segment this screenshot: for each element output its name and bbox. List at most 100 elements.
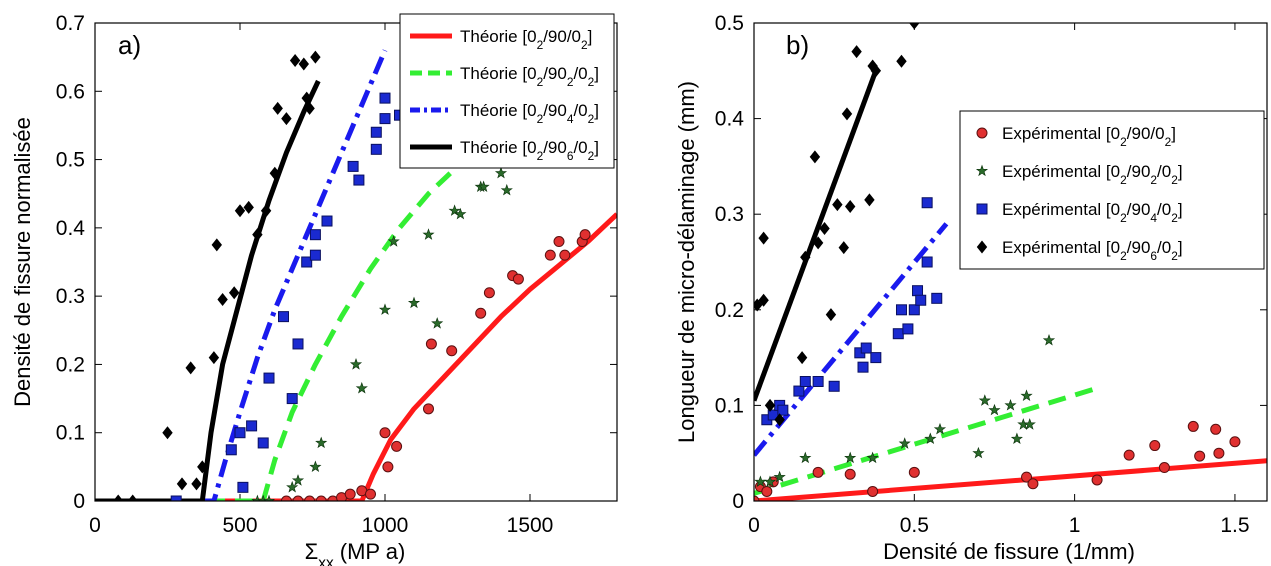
scatter-point-diamond <box>819 222 830 236</box>
scatter-point-diamond <box>208 351 220 365</box>
panel-a: 0 500 1000 1500 0 0.1 0.2 0.3 0.4 0.5 0.6 0.7 a) Σxx … <box>10 12 618 566</box>
scatter-point-diamond <box>289 54 301 68</box>
scatter-point-square <box>857 361 869 373</box>
legend: Expérimental [02/90/02]Expérimental [02/… <box>959 110 1265 270</box>
scatter-point-circle <box>425 338 437 350</box>
scatter-point-star <box>431 317 444 329</box>
legend-marker <box>976 203 988 215</box>
subscript-text: 2 <box>1120 211 1127 225</box>
scatter-point-square <box>379 92 391 104</box>
y-tick-label: 0.2 <box>56 353 85 376</box>
x-tick-label: 500 <box>222 514 257 537</box>
y-tick-label: 0 <box>73 490 85 513</box>
scatter-point-square <box>870 352 882 364</box>
scatter-point-diamond <box>310 50 321 64</box>
scatter-point-circle <box>292 495 304 501</box>
scatter-point-square <box>379 113 391 125</box>
x-axis-label: Σxx (MP a) <box>305 539 406 566</box>
scatter-point-diamond <box>774 413 785 427</box>
subscript-text: 4 <box>1150 211 1157 225</box>
y-tick-label: 0.4 <box>715 108 745 131</box>
scatter-point-diamond <box>191 477 202 491</box>
scatter-point-star <box>309 460 322 473</box>
subscript-text: 2 <box>581 38 588 52</box>
subscript-text: 2 <box>1120 173 1127 187</box>
scatter-point-circle <box>867 485 879 497</box>
scatter-point-star <box>286 480 299 493</box>
scatter-point-star <box>291 474 305 486</box>
text-run: Expérimental [ <box>1002 200 1111 219</box>
subscript-text: 2 <box>1120 249 1127 263</box>
series-line-1 <box>95 164 460 501</box>
text-run: Théorie [ <box>460 138 527 157</box>
scatter-point-star <box>988 403 1001 416</box>
text-run: 0 <box>527 138 536 157</box>
subscript-text: 2 <box>588 75 595 89</box>
scatter-point-diamond <box>298 57 309 71</box>
scatter-point-square <box>301 256 313 268</box>
text-run: Théorie [ <box>460 101 527 120</box>
subscript-text: 6 <box>567 149 574 163</box>
text-run: /0 <box>1150 124 1164 143</box>
scatter-point-circle <box>382 461 394 473</box>
text-run: ] <box>588 27 593 46</box>
scatter-point-diamond <box>832 198 843 212</box>
scatter-point-circle <box>365 488 376 500</box>
subscript-text: 2 <box>1150 173 1157 187</box>
panel-b: 0 0.5 1 1.5 0 0.1 0.2 0.3 0.4 0.5 b) Densité de fis… <box>674 12 1268 564</box>
y-tick-label: 0.4 <box>56 217 86 240</box>
text-run: 0 <box>527 64 536 83</box>
scatter-point-square <box>860 342 872 354</box>
text-run: ] <box>1178 238 1183 257</box>
scatter-point-square <box>321 215 333 227</box>
scatter-point-star <box>972 446 985 459</box>
text-run: /90 <box>543 101 567 120</box>
scatter-point-square <box>246 420 258 432</box>
text-run: ] <box>594 138 599 157</box>
text-run: (MP a) <box>334 539 406 564</box>
text-run: /0 <box>1157 238 1171 257</box>
text-run: ] <box>594 101 599 120</box>
scatter-point-square <box>915 294 927 306</box>
plot-content <box>754 23 1267 501</box>
subscript-text: 6 <box>1150 249 1157 263</box>
y-tick-label: 0.6 <box>56 80 85 103</box>
scatter-point-diamond <box>864 193 875 207</box>
scatter-point-square <box>234 427 246 439</box>
plot-frame <box>94 22 618 502</box>
text-run: ] <box>594 64 599 83</box>
scatter-point-diamond <box>800 250 811 264</box>
subscript-text: 2 <box>588 112 595 126</box>
scatter-point-star <box>773 470 786 483</box>
y-tick-label: 0 <box>732 490 744 513</box>
scatter-point-diamond <box>260 204 272 218</box>
scatter-point-diamond <box>301 91 312 105</box>
text-run: 0 <box>1111 238 1120 257</box>
series-line-1 <box>754 385 1098 496</box>
subscript-text: 2 <box>1165 135 1172 149</box>
scatter-point-circle <box>423 403 434 415</box>
x-tick-label: 1 <box>1069 514 1081 537</box>
scatter-point-star <box>262 494 276 501</box>
scatter-point-diamond <box>269 166 280 180</box>
scatter-point-square <box>370 143 382 155</box>
y-tick-label: 0.1 <box>715 394 744 417</box>
scatter-point-star <box>315 436 328 449</box>
y-tick-label: 0.3 <box>715 203 744 226</box>
text-run: ] <box>1178 200 1183 219</box>
scatter-point-square <box>812 376 824 387</box>
scatter-point-square <box>347 160 359 172</box>
scatter-point-circle <box>391 440 403 452</box>
scatter-point-circle <box>327 495 339 501</box>
scatter-point-star <box>387 235 400 247</box>
scatter-point-square <box>793 385 805 397</box>
text-run: /0 <box>573 101 587 120</box>
subscript-text: 4 <box>567 112 574 126</box>
series-line-3 <box>754 69 879 402</box>
scatter-point-square <box>902 323 914 335</box>
scatter-point-square <box>286 393 298 405</box>
panel-label: a) <box>118 30 141 60</box>
legend-label: Expérimental [02/904/02] <box>1002 200 1183 225</box>
legend-label: Théorie [02/90/02] <box>460 27 592 52</box>
plot-content <box>95 49 617 501</box>
